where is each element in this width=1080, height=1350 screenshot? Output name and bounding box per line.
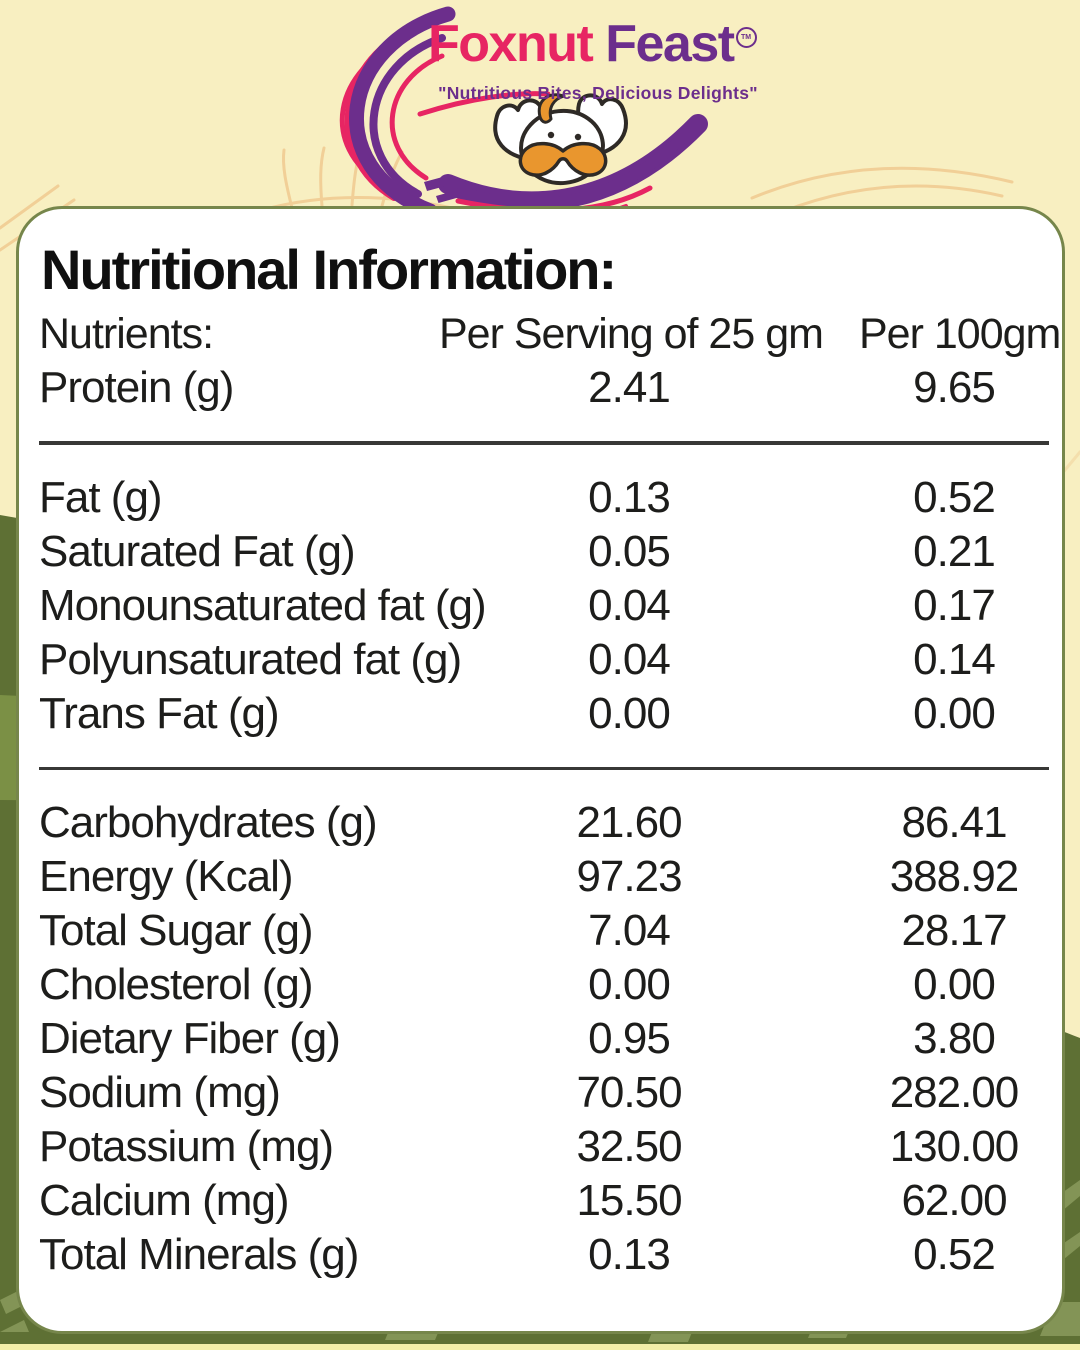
brand-name-primary: Foxnut [428,15,594,73]
per-serving-value: 0.04 [588,634,671,684]
nutrient-label: Sodium (mg) [39,1068,281,1117]
logo-swoosh-and-mascot [339,6,708,220]
mascot-hair-icon [537,93,566,124]
logo-swoosh-arcs [339,6,708,220]
table-row: Saturated Fat (g) 0.05 0.21 [39,525,1049,579]
per-100-value: 86.41 [901,798,1007,847]
table-row: Cholesterol (g) 0.00 0.00 [39,958,1049,1012]
table-row: Fat (g) 0.13 0.52 [39,471,1049,525]
per-100-value: 0.52 [913,472,996,522]
per-serving-value: 21.60 [576,798,682,847]
nutrient-label: Dietary Fiber (g) [39,1014,341,1063]
brand-logotype: Foxnut Feast TM [428,15,757,73]
table-row: Trans Fat (g) 0.00 0.00 [39,687,1049,741]
per-serving-value: 0.00 [588,688,671,738]
nutrient-label: Cholesterol (g) [39,960,314,1009]
per-100-value: 9.65 [913,363,996,412]
header-per-serving: Per Serving of 25 gm [439,310,824,358]
nutrient-label: Potassium (mg) [39,1122,334,1171]
nutrient-label: Calcium (mg) [39,1176,290,1225]
brand-name-secondary: Feast [605,15,735,73]
mascot-mustache-icon [518,141,608,177]
brush-dabs [424,175,457,203]
trademark-icon: TM [735,27,757,48]
per-serving-value: 97.23 [576,852,682,901]
section-divider [39,766,1049,770]
per-100-value: 282.00 [889,1068,1020,1117]
per-100-value: 0.17 [913,580,996,630]
table-row: Total Minerals (g) 0.13 0.52 [39,1228,1049,1282]
table-row: Monounsaturated fat (g) 0.04 0.17 [39,579,1049,633]
nutrient-label: Fat (g) [39,472,163,522]
per-serving-value: 32.50 [576,1122,682,1171]
per-100-value: 0.00 [913,688,996,738]
table-row: Sodium (mg) 70.50 282.00 [39,1066,1049,1120]
table-row: Protein (g) 2.41 9.65 [39,361,1049,415]
mascot-illustration [493,93,628,186]
per-100-value: 3.80 [913,1014,996,1063]
table-row: Calcium (mg) 15.50 62.00 [39,1174,1049,1228]
per-100-value: 130.00 [889,1122,1020,1171]
table-row: Energy (Kcal) 97.23 388.92 [39,850,1049,904]
per-serving-value: 70.50 [576,1068,682,1117]
per-serving-value: 0.13 [588,1230,671,1279]
per-serving-value: 0.13 [588,472,671,522]
per-100-value: 62.00 [901,1176,1007,1225]
per-100-value: 0.00 [913,960,996,1009]
header-per-100: Per 100gm [859,310,1061,358]
table-row: Dietary Fiber (g) 0.95 3.80 [39,1012,1049,1066]
table-header-row: Nutrients: Per Serving of 25 gm Per 100g… [39,307,1061,361]
nutrient-label: Polyunsaturated fat (g) [39,634,462,684]
nutrition-card: Nutritional Information: Nutrients: Per … [16,206,1065,1334]
nutrient-label: Monounsaturated fat (g) [39,580,487,630]
table-row: Potassium (mg) 32.50 130.00 [39,1120,1049,1174]
nutrient-label: Energy (Kcal) [39,852,294,901]
mascot-right-eye [574,133,582,141]
per-100-value: 0.52 [913,1230,996,1279]
per-100-value: 28.17 [901,906,1007,955]
per-serving-value: 0.95 [588,1014,671,1063]
nutrient-label: Total Minerals (g) [39,1230,359,1279]
table-row: Polyunsaturated fat (g) 0.04 0.14 [39,633,1049,687]
section-divider [39,441,1049,445]
card-title: Nutritional Information: [41,238,617,301]
table-row: Carbohydrates (g) 21.60 86.41 [39,796,1049,850]
per-serving-value: 7.04 [588,906,671,955]
nutrient-label: Protein (g) [39,363,234,412]
nutrient-label: Trans Fat (g) [39,688,280,738]
wheat-lines-art [0,144,1080,502]
table-row: Total Sugar (g) 7.04 28.17 [39,904,1049,958]
per-serving-value: 2.41 [588,363,671,412]
header-nutrients: Nutrients: [39,310,214,358]
nutrient-label: Saturated Fat (g) [39,526,356,576]
per-serving-value: 0.04 [588,580,671,630]
bottom-cream-strip [0,1344,1080,1350]
mascot-left-eye [547,131,555,139]
nutrient-label: Carbohydrates (g) [39,798,378,847]
per-100-value: 388.92 [889,852,1020,901]
per-100-value: 0.21 [913,526,996,576]
brand-tagline: "Nutritious Bites, Delicious Delights" [438,83,758,103]
nutrition-table: Nutrients: Per Serving of 25 gm Per 100g… [39,307,1061,1282]
nutrient-label: Total Sugar (g) [39,906,314,955]
per-serving-value: 15.50 [576,1176,682,1225]
per-serving-value: 0.00 [588,960,671,1009]
per-100-value: 0.14 [913,634,996,684]
per-serving-value: 0.05 [588,526,671,576]
